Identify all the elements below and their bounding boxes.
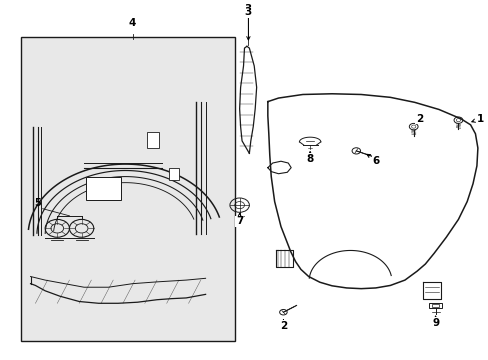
Text: 5: 5: [35, 198, 41, 208]
Text: 4: 4: [129, 18, 136, 28]
Bar: [147, 132, 159, 148]
Bar: [428, 302, 442, 307]
Bar: [169, 168, 179, 180]
Text: 2: 2: [279, 321, 286, 331]
Text: 2: 2: [415, 114, 422, 124]
Bar: [86, 176, 120, 200]
Bar: [431, 303, 438, 307]
Text: 1: 1: [476, 114, 483, 125]
Text: 7: 7: [236, 216, 243, 226]
Text: 3: 3: [244, 4, 251, 14]
Text: 9: 9: [431, 318, 438, 328]
Text: 8: 8: [306, 154, 313, 164]
Text: 3: 3: [244, 8, 251, 17]
Text: 6: 6: [371, 156, 379, 166]
Bar: [21, 37, 234, 341]
